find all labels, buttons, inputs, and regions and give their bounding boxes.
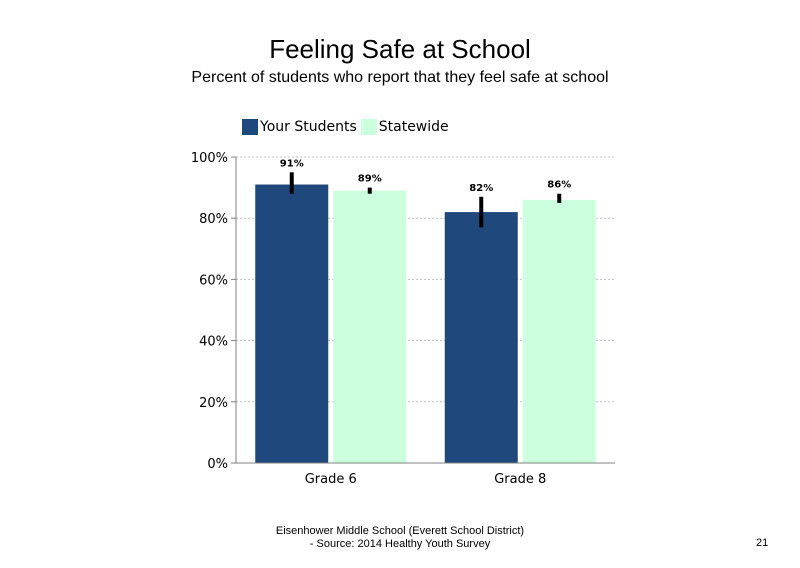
legend-item-statewide: Statewide xyxy=(360,119,449,135)
legend-label-statewide: Statewide xyxy=(378,119,449,135)
chart-subtitle: Percent of students who report that they… xyxy=(191,69,609,86)
data-label: 86% xyxy=(547,180,571,191)
data-label: 82% xyxy=(469,183,493,194)
y-tick-label: 80% xyxy=(199,212,228,227)
y-tick-label: 60% xyxy=(199,273,228,288)
y-tick-label: 20% xyxy=(199,396,228,411)
bar-1-0 xyxy=(333,190,407,463)
chart-title: Feeling Safe at School xyxy=(269,34,531,64)
x-tick-label: Grade 6 xyxy=(305,472,357,487)
chart-legend: Your Students Statewide xyxy=(242,118,453,136)
y-tick-label: 100% xyxy=(191,151,228,166)
footer-source: - Source: 2014 Healthy Youth Survey xyxy=(309,538,491,550)
legend-item-your-students: Your Students xyxy=(242,119,357,135)
page-number: 21 xyxy=(756,537,769,549)
bar-0-0 xyxy=(255,184,329,464)
data-label: 91% xyxy=(280,158,304,169)
bar-0-1 xyxy=(444,212,518,463)
legend-swatch-your-students xyxy=(242,119,258,135)
y-tick-label: 40% xyxy=(199,335,228,350)
legend-label-your-students: Your Students xyxy=(260,119,357,135)
bar-1-1 xyxy=(522,199,596,463)
x-tick-label: Grade 8 xyxy=(494,472,546,487)
slide-footer: Eisenhower Middle School (Everett School… xyxy=(240,525,560,551)
y-tick-label: 0% xyxy=(207,457,228,472)
footer-school-name: Eisenhower Middle School (Everett School… xyxy=(275,525,525,537)
legend-swatch-statewide xyxy=(360,119,377,135)
data-label: 89% xyxy=(358,174,382,185)
